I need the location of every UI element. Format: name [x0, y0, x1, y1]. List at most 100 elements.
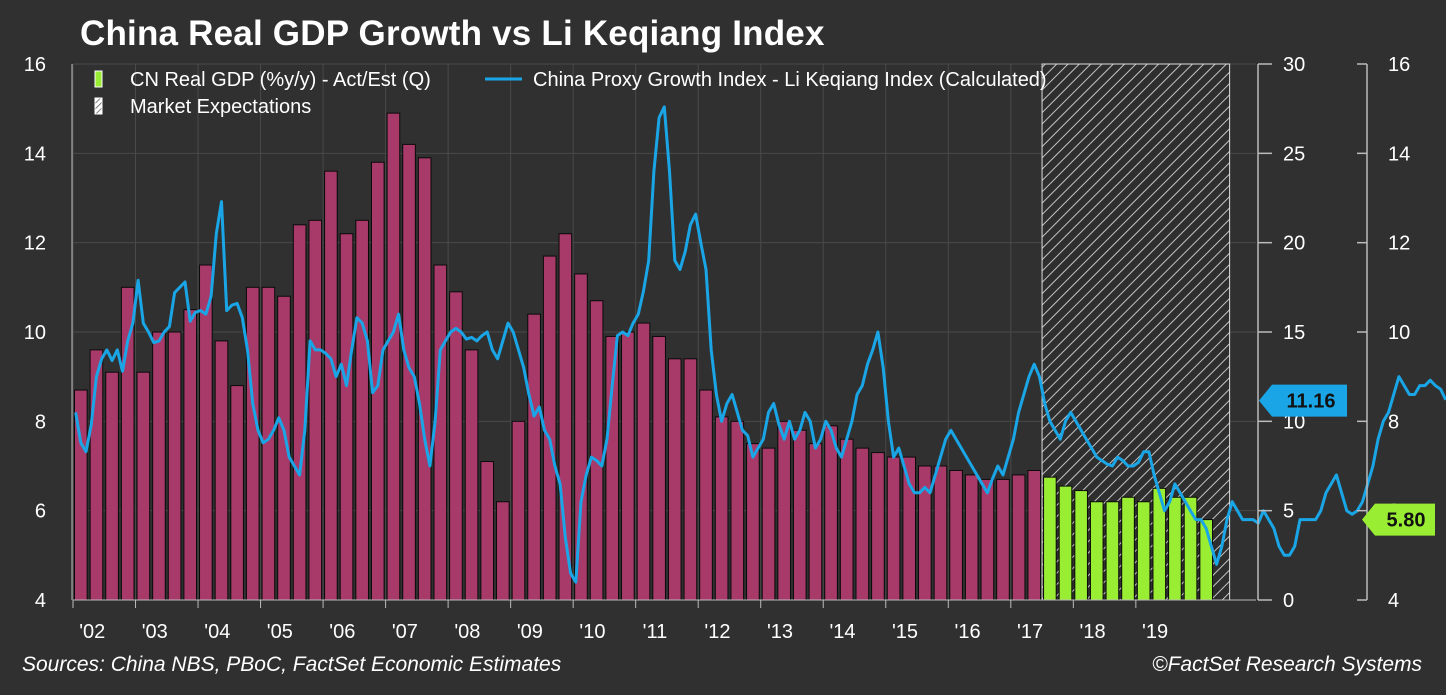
gdp-actual-bar [527, 313, 541, 601]
gdp-actual-bar [245, 286, 260, 601]
right-axis-outer-tick-label: 12 [1388, 233, 1410, 255]
x-axis-tick-label: '06 [329, 621, 355, 643]
right-axis-inner-tick-label: 10 [1283, 411, 1305, 433]
gdp-actual-bar [621, 331, 635, 601]
right-axis-inner-tick-label: 0 [1283, 590, 1294, 612]
right-axis-inner-tick-label: 30 [1283, 54, 1305, 76]
x-axis-tick-label: '17 [1017, 621, 1043, 643]
x-axis-tick-label: '12 [704, 621, 730, 643]
gdp-actual-bar [949, 469, 963, 601]
gdp-actual-bar [636, 322, 651, 601]
li-keqiang-index-line [74, 105, 1446, 584]
x-axis-tick-label: '16 [955, 621, 981, 643]
gdp-actual-bar [980, 478, 995, 601]
gdp-actual-bar [871, 452, 885, 601]
gdp-actual-bar [839, 438, 854, 601]
gdp-actual-bar [902, 456, 917, 601]
legend-hatch-swatch [94, 97, 103, 115]
gdp-actual-bar [464, 349, 479, 601]
copyright-note: ©FactSet Research Systems [1152, 653, 1422, 676]
gdp-estimate-bar [1168, 496, 1182, 601]
gdp-actual-bar [292, 224, 307, 601]
gdp-estimate-bar [1058, 485, 1073, 601]
gdp-actual-bar [105, 371, 119, 601]
gdp-actual-bar [964, 474, 979, 601]
gdp-actual-bar [480, 461, 495, 601]
x-axis-tick-label: '11 [643, 621, 668, 643]
right-axis-inner-tick-label: 15 [1283, 322, 1305, 344]
gdp-actual-bar [136, 371, 151, 601]
gdp-actual-bar [855, 447, 870, 601]
gdp-estimate-bar [1043, 476, 1057, 601]
gdp-actual-bar [1011, 474, 1026, 601]
lki-last-value: 11.16 [1287, 391, 1336, 413]
gdp-actual-bar [339, 233, 354, 601]
gdp-estimate-bar [1074, 490, 1088, 601]
x-axis-tick-label: '19 [1142, 621, 1168, 643]
gdp-actual-bar [433, 264, 448, 601]
right-axis-inner-tick-label: 25 [1283, 143, 1305, 165]
lki-last-value-badge [1259, 384, 1347, 417]
x-axis-tick-label: '03 [142, 621, 168, 643]
right-axis-outer-tick-label: 16 [1388, 54, 1410, 76]
gdp-actual-bar [496, 501, 510, 601]
right-axis-outer-tick-label: 10 [1388, 322, 1410, 344]
x-axis-tick-label: '08 [454, 621, 480, 643]
gdp-actual-bar [699, 389, 713, 601]
market-expectations-hatch [1041, 63, 1231, 601]
gdp-actual-bar [996, 478, 1010, 601]
li-keqiang-line [74, 105, 1446, 584]
gdp-actual-bar [808, 443, 823, 601]
gdp-last-value: 5.80 [1387, 510, 1426, 532]
gdp-actual-bar [449, 291, 463, 601]
right-axis-outer-tick-label: 4 [1388, 590, 1399, 612]
left-axis-tick-label: 8 [35, 411, 46, 433]
gdp-actual-bar [214, 340, 229, 601]
x-axis-tick-label: '04 [204, 621, 230, 643]
x-axis-tick-label: '07 [392, 621, 418, 643]
gdp-actual-bar [777, 420, 791, 601]
gdp-actual-bar [667, 358, 682, 601]
gdp-actual-bar [308, 219, 323, 601]
gdp-actual-bar [355, 219, 369, 601]
legend: CN Real GDP (%y/y) - Act/Est (Q) China Pr… [94, 69, 1047, 118]
right-axis-outer-tick-label: 14 [1388, 143, 1410, 165]
gdp-actual-bar [324, 170, 338, 601]
gdp-actual-bar [589, 300, 604, 601]
x-axis-tick-label: '09 [517, 621, 543, 643]
gdp-actual-bar [761, 447, 776, 601]
x-axis-tick-label: '13 [767, 621, 793, 643]
left-axis-tick-label: 6 [35, 501, 46, 523]
gdp-estimate-bar [1105, 501, 1120, 601]
left-axis-tick-label: 14 [24, 143, 46, 165]
gdp-actual-bar [746, 443, 760, 601]
x-axis-tick-label: '05 [267, 621, 293, 643]
gdp-actual-bar [933, 465, 948, 601]
gdp-actual-bar [714, 416, 729, 601]
left-axis-tick-label: 12 [24, 233, 46, 255]
left-axis-tick-label: 16 [24, 54, 46, 76]
x-axis-tick-label: '15 [892, 621, 918, 643]
legend-gdp-swatch [94, 70, 103, 88]
gdp-actual-bar [183, 309, 198, 601]
axes: 4681012141605101520253046810121416'02'03… [24, 54, 1411, 643]
gdp-actual-bar [886, 456, 901, 601]
gdp-actual-bar [730, 420, 745, 601]
gdp-actual-bar [417, 157, 432, 601]
market-expectations-region [1041, 63, 1231, 601]
gdp-actual-bar [824, 425, 838, 601]
gdp-actual-bar [792, 429, 807, 601]
chart-title: China Real GDP Growth vs Li Keqiang Inde… [80, 14, 825, 53]
gdp-estimate-bar [1136, 501, 1151, 601]
gdp-actual-bar [1027, 469, 1042, 601]
gdp-actual-bar [120, 286, 135, 601]
gdp-actual-bar [167, 331, 182, 601]
gdp-actual-bar [652, 335, 666, 601]
grid-lines [72, 63, 1256, 601]
gdp-actual-bar [152, 331, 166, 601]
right-axis-inner-tick-label: 5 [1283, 501, 1294, 523]
value-badges: 11.16 5.80 [1259, 384, 1435, 536]
right-axis-outer-tick-label: 8 [1388, 411, 1399, 433]
gdp-actual-bar [511, 420, 526, 601]
